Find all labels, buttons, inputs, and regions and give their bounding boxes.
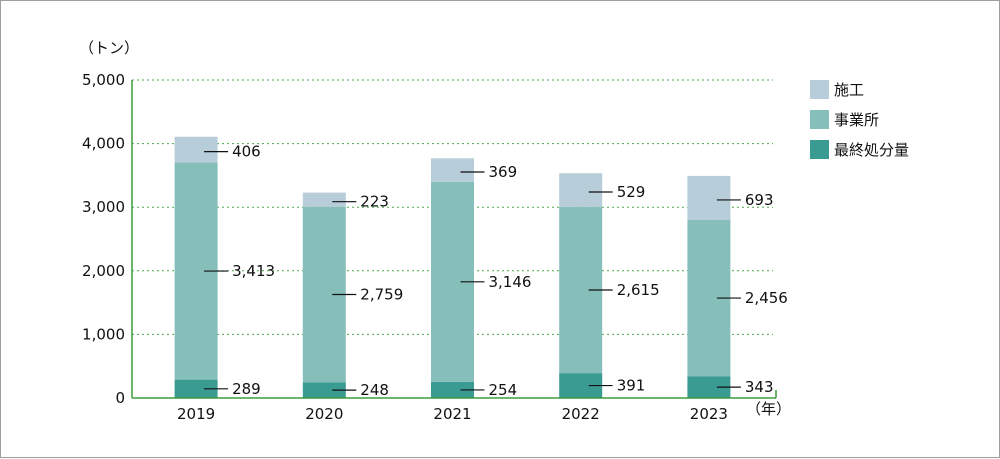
- data-label: 529: [617, 183, 646, 201]
- bar-segment: [687, 376, 731, 398]
- data-label: 2,456: [745, 289, 788, 307]
- data-label: 3,146: [489, 273, 532, 291]
- legend-swatch: [810, 140, 829, 159]
- data-label: 248: [360, 381, 389, 399]
- data-label: 289: [232, 380, 261, 398]
- x-axis-unit: （年）: [746, 400, 791, 418]
- data-label: 343: [745, 378, 774, 396]
- data-label: 254: [489, 381, 518, 399]
- legend-label: 最終処分量: [834, 141, 909, 159]
- y-tick-label: 4,000: [82, 135, 125, 153]
- bar-segment: [431, 158, 474, 182]
- y-axis-unit: （トン）: [79, 39, 139, 57]
- legend-swatch: [810, 110, 829, 129]
- legend-label: 施工: [834, 81, 864, 99]
- data-label: 223: [360, 193, 389, 211]
- data-label: 406: [232, 143, 261, 161]
- data-label: 391: [617, 377, 646, 395]
- data-label: 693: [745, 191, 774, 209]
- data-label: 3,413: [232, 262, 275, 280]
- data-labels: 289 3,413 406 248 2,759 223 254 3,146 369 391 2,61…: [204, 143, 788, 399]
- y-tick-label: 5,000: [82, 71, 125, 89]
- bar-segment: [431, 381, 474, 398]
- y-tick-label: 0: [115, 389, 125, 407]
- x-tick-label: 2021: [433, 405, 471, 423]
- bar-segment: [687, 175, 731, 220]
- y-tick-label: 3,000: [82, 198, 125, 216]
- data-label: 2,759: [360, 285, 403, 303]
- legend-label: 事業所: [834, 111, 879, 129]
- bar-stacks: [174, 136, 731, 398]
- legend-swatch: [810, 80, 829, 99]
- y-tick-label: 1,000: [82, 325, 125, 343]
- bar-segment: [174, 379, 218, 398]
- bar-segment: [302, 192, 346, 207]
- x-tick-label: 2019: [177, 405, 215, 423]
- bar-segment: [302, 382, 346, 398]
- y-tick-label: 2,000: [82, 262, 125, 280]
- x-tick-label: 2022: [562, 405, 600, 423]
- axes: 0 1,000 2,000 3,000 4,000 5,000 2019 2020 2021 20…: [82, 71, 777, 423]
- data-label: 2,615: [617, 281, 660, 299]
- bar-segment: [174, 136, 218, 163]
- x-tick-label: 2020: [305, 405, 343, 423]
- x-tick-label: 2023: [690, 405, 728, 423]
- bar-segment: [559, 173, 603, 207]
- data-label: 369: [489, 163, 518, 181]
